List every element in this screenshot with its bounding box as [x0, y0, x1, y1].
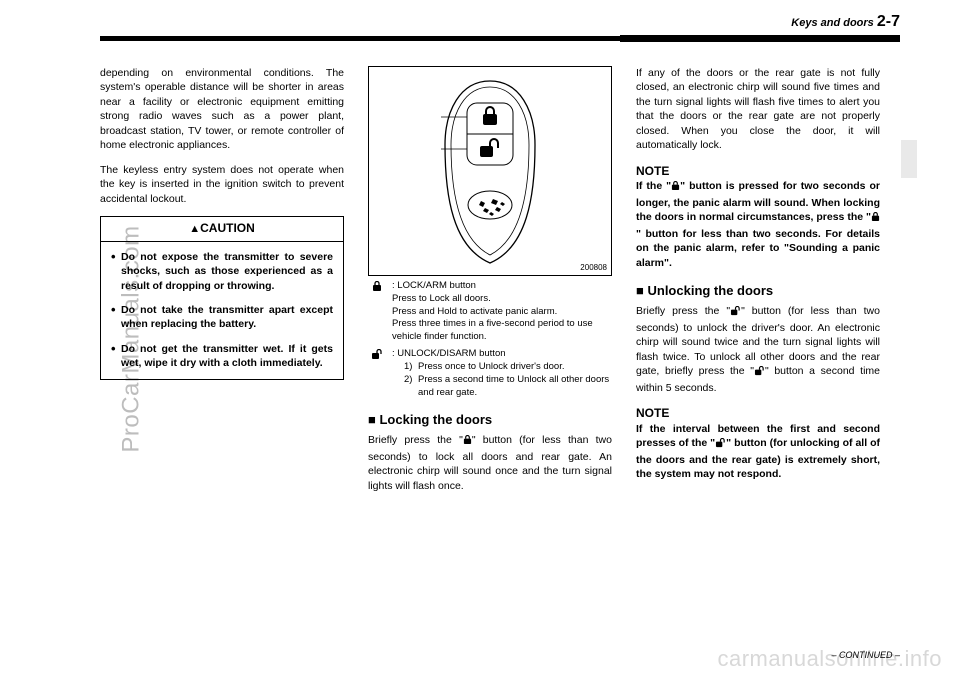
note-body: If the interval between the first and se…	[636, 422, 880, 482]
caution-item: Do not take the transmitter apart except…	[111, 303, 333, 332]
unlock-icon	[368, 348, 386, 399]
content-area: depending on environmental conditions. T…	[100, 66, 880, 638]
unlock-icon	[754, 366, 765, 380]
legend-text: : UNLOCK/DISARM button 1)Press once to U…	[392, 348, 612, 399]
column-1: depending on environmental conditions. T…	[100, 66, 344, 638]
caution-box: ▲CAUTION Do not expose the transmitter t…	[100, 216, 344, 380]
legend-line: Press three times in a five-second perio…	[392, 318, 612, 344]
column-2: 200808 : LOCK/ARM button Press to Lock a…	[368, 66, 612, 638]
page-number: 2-7	[877, 13, 900, 30]
legend-title: UNLOCK/DISARM button	[397, 348, 505, 359]
paragraph: The keyless entry system does not operat…	[100, 163, 344, 206]
caution-body: Do not expose the transmitter to severe …	[101, 242, 343, 379]
page-header: Keys and doors 2-7	[791, 13, 900, 31]
warning-icon: ▲	[189, 222, 200, 237]
legend: : LOCK/ARM button Press to Lock all door…	[368, 280, 612, 399]
note-heading: NOTE	[636, 405, 880, 422]
lock-icon	[671, 181, 680, 195]
legend-line: Press to Lock all doors.	[392, 293, 612, 306]
lock-icon	[463, 435, 472, 449]
caution-label: CAUTION	[200, 221, 255, 235]
legend-line: Press and Hold to activate panic alarm.	[392, 306, 612, 319]
unlock-icon	[715, 438, 726, 452]
lock-icon	[368, 280, 386, 344]
side-tab	[901, 140, 917, 178]
legend-item: 2)Press a second time to Unlock all othe…	[404, 374, 612, 400]
keyfob-illustration: 200808	[368, 66, 612, 276]
column-3: If any of the doors or the rear gate is …	[636, 66, 880, 638]
note-body: If the "" button is pressed for two seco…	[636, 179, 880, 270]
keyfob-svg	[435, 77, 545, 267]
image-id: 200808	[580, 262, 607, 273]
paragraph: Briefly press the "" button (for less th…	[368, 433, 612, 493]
section-heading-locking: ■ Locking the doors	[368, 411, 612, 429]
legend-item: 1)Press once to Unlock driver's door.	[404, 361, 612, 374]
paragraph: If any of the doors or the rear gate is …	[636, 66, 880, 153]
legend-text: : LOCK/ARM button Press to Lock all door…	[392, 280, 612, 344]
paragraph: Briefly press the "" button (for less th…	[636, 304, 880, 395]
caution-title: ▲CAUTION	[101, 217, 343, 241]
header-rule	[100, 36, 900, 41]
paragraph: depending on environmental conditions. T…	[100, 66, 344, 153]
side-tabs	[901, 140, 917, 178]
caution-item: Do not expose the transmitter to severe …	[111, 250, 333, 293]
watermark-bottom: carmanualsonline.info	[717, 646, 942, 672]
legend-title: LOCK/ARM button	[397, 280, 476, 291]
continued-label: – CONTINUED –	[831, 650, 900, 660]
note-heading: NOTE	[636, 163, 880, 180]
section-heading-unlocking: ■ Unlocking the doors	[636, 282, 880, 300]
section-name: Keys and doors	[791, 17, 874, 29]
unlock-icon	[730, 306, 741, 320]
legend-row-unlock: : UNLOCK/DISARM button 1)Press once to U…	[368, 348, 612, 399]
caution-item: Do not get the transmitter wet. If it ge…	[111, 342, 333, 371]
lock-icon	[871, 212, 880, 226]
legend-row-lock: : LOCK/ARM button Press to Lock all door…	[368, 280, 612, 344]
